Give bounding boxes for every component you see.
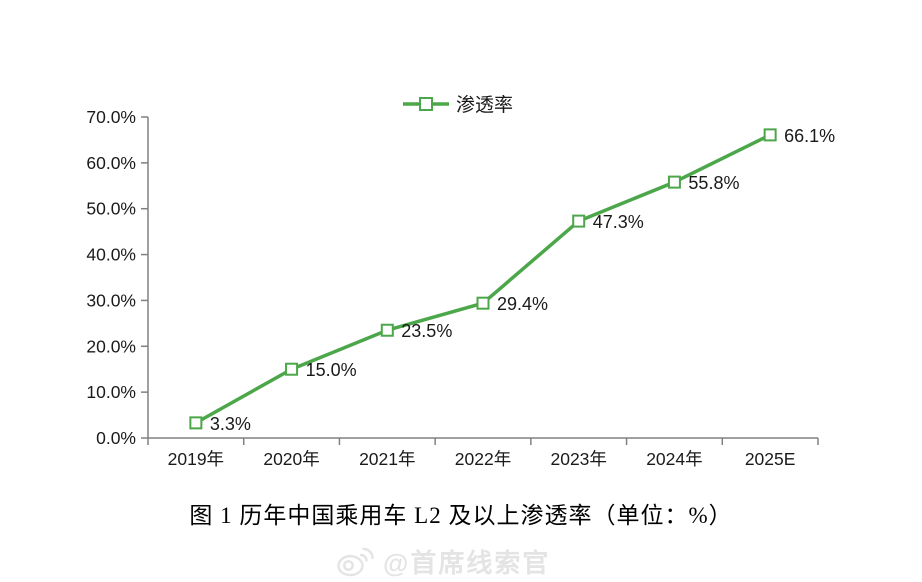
chart-caption: 图 1 历年中国乘用车 L2 及以上渗透率（单位：%）	[189, 503, 733, 528]
x-tick-label: 2023年	[550, 449, 606, 469]
legend-label: 渗透率	[456, 94, 513, 116]
data-label: 66.1%	[784, 126, 835, 146]
data-point-marker	[189, 416, 203, 430]
axis-lines	[147, 117, 818, 439]
x-tick-label: 2022年	[455, 449, 511, 469]
watermark-text: @首席线索官	[383, 548, 551, 578]
x-tick-label: 2019年	[168, 449, 224, 469]
y-tick-label: 10.0%	[86, 382, 136, 402]
y-tick-label: 30.0%	[86, 290, 136, 310]
x-axis: 2019年 2020年 2021年 2022年 2023年 2024年 2025E	[147, 438, 819, 469]
data-point-marker	[572, 214, 586, 228]
data-label: 47.3%	[593, 212, 644, 232]
data-points: 3.3% 15.0% 23.5% 29.4% 47.3% 55.8% 66.1%	[189, 126, 835, 434]
watermark: @首席线索官	[336, 543, 550, 580]
legend: 渗透率	[403, 94, 513, 116]
y-tick-label: 40.0%	[86, 245, 136, 265]
x-tick-label: 2025E	[745, 449, 796, 469]
data-point-marker	[285, 362, 299, 376]
line-chart: 0.0% 10.0% 20.0% 30.0% 40.0% 50.0% 60.0% 70.0% 2…	[86, 94, 835, 469]
data-label: 15.0%	[306, 360, 357, 380]
x-tick-label: 2024年	[646, 449, 702, 469]
data-label: 23.5%	[401, 321, 452, 341]
x-tick-label: 2020年	[263, 449, 319, 469]
y-tick-label: 50.0%	[86, 199, 136, 219]
data-point-marker	[476, 296, 490, 310]
y-tick-label: 60.0%	[86, 153, 136, 173]
data-label: 29.4%	[497, 294, 548, 314]
data-label: 3.3%	[210, 414, 251, 434]
y-tick-label: 20.0%	[86, 336, 136, 356]
weibo-icon	[337, 547, 374, 576]
data-label: 55.8%	[688, 173, 739, 193]
data-point-marker	[763, 128, 777, 142]
data-point-marker	[380, 323, 394, 337]
series-line	[194, 133, 772, 425]
y-tick-label: 0.0%	[96, 428, 136, 448]
y-axis: 0.0% 10.0% 20.0% 30.0% 40.0% 50.0% 60.0% 70.0%	[86, 107, 148, 448]
data-point-marker	[667, 175, 681, 189]
legend-marker	[419, 97, 433, 111]
y-tick-label: 70.0%	[86, 107, 136, 127]
x-tick-label: 2021年	[359, 449, 415, 469]
